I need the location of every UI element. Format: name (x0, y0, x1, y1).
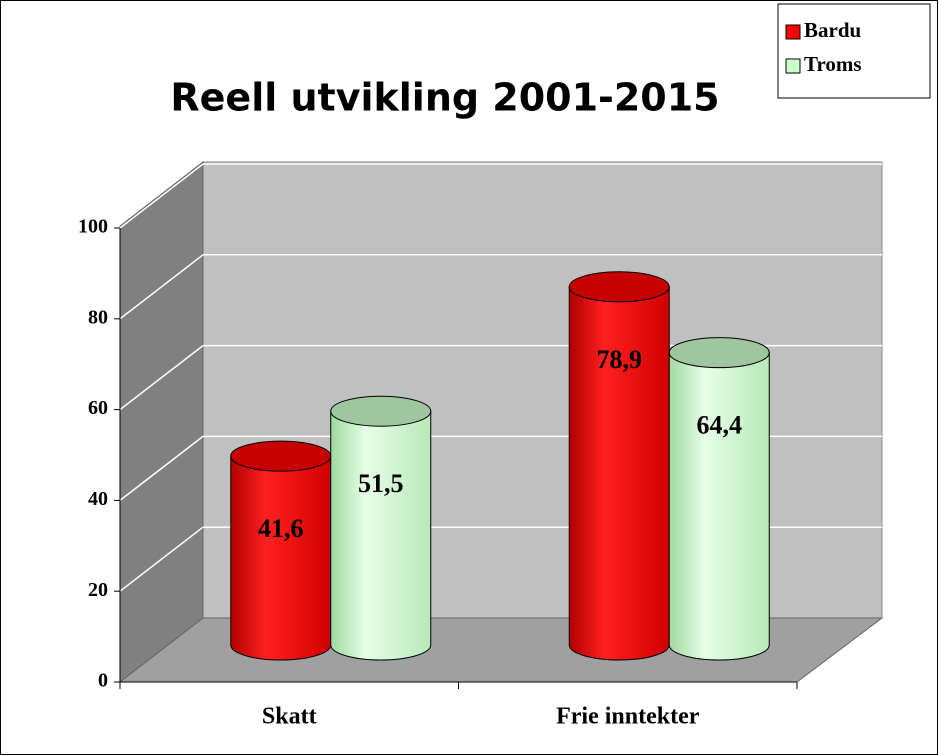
cylinder (330, 395, 432, 661)
cylinder-top (330, 395, 432, 427)
legend-swatch (785, 58, 801, 74)
cylinder-body (668, 352, 770, 661)
legend-swatch (785, 24, 801, 40)
value-label: 78,9 (597, 345, 643, 374)
value-label: 64,4 (697, 411, 743, 440)
side-wall (119, 160, 204, 684)
grid-line (119, 526, 204, 592)
y-tick-label: 100 (78, 216, 108, 238)
y-tick-label: 80 (88, 306, 108, 328)
cylinder (230, 440, 332, 661)
cylinder-top (568, 271, 670, 303)
y-tick-label: 0 (98, 670, 108, 692)
legend (777, 3, 931, 99)
cylinder-top (668, 337, 770, 369)
legend-label: Bardu (804, 18, 862, 42)
legend-label: Troms (804, 52, 862, 76)
y-tick-label: 20 (88, 579, 108, 601)
cylinder (568, 271, 670, 661)
y-tick-label: 60 (88, 397, 108, 419)
cylinder-top (230, 440, 332, 472)
grid-line (119, 254, 204, 320)
grid-line (119, 435, 204, 501)
chart-title: Reell utvikling 2001-2015 (170, 76, 719, 120)
value-label: 51,5 (358, 469, 404, 498)
cylinder (668, 337, 770, 661)
value-label: 41,6 (258, 514, 304, 543)
grid-line (119, 345, 204, 411)
x-tick-label: Skatt (262, 704, 317, 730)
cylinder-body (568, 286, 670, 661)
cylinder-body (330, 410, 432, 661)
grid-line (119, 163, 204, 229)
cylinder-body (230, 455, 332, 661)
y-tick-label: 40 (88, 488, 108, 510)
x-tick-label: Frie inntekter (556, 704, 700, 730)
